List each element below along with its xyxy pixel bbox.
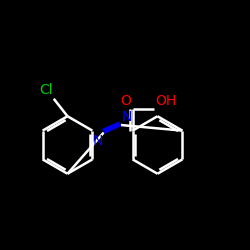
Text: O: O [120,94,131,108]
Text: Cl: Cl [39,84,52,98]
Text: OH: OH [155,94,176,108]
Text: N: N [92,134,102,148]
Text: N: N [122,110,132,124]
